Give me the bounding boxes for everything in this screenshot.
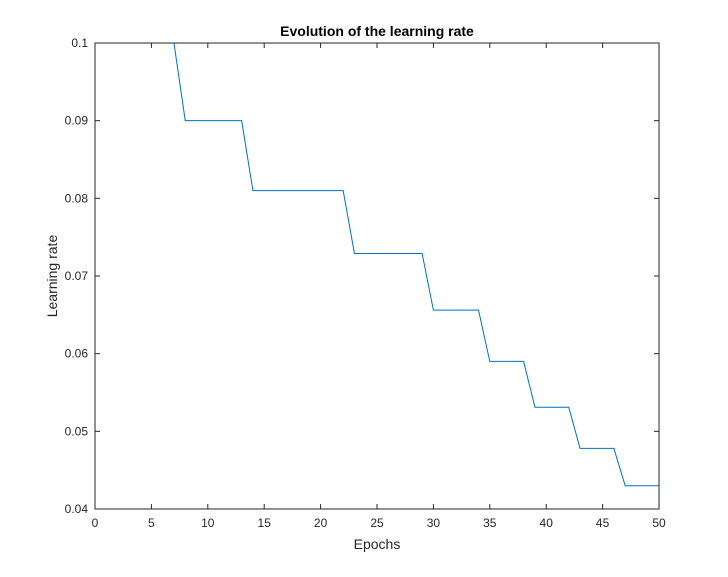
y-tick-label: 0.07 xyxy=(65,269,89,283)
series-line xyxy=(106,42,659,487)
y-tick-label: 0.04 xyxy=(65,502,89,516)
y-tick-label: 0.06 xyxy=(65,347,89,361)
y-tick-label: 0.08 xyxy=(65,191,89,205)
x-axis: 0 5 10 15 20 25 30 35 40 45 50 xyxy=(92,43,666,530)
x-tick-label: 50 xyxy=(652,516,666,530)
y-tick-label: 0.05 xyxy=(65,424,89,438)
y-tick-label: 0.09 xyxy=(65,114,89,128)
x-tick-label: 0 xyxy=(92,516,99,530)
x-axis-label: Epochs xyxy=(354,536,401,552)
x-tick-label: 35 xyxy=(483,516,497,530)
y-axis: 0.04 0.05 0.06 0.07 0.08 0.09 0.1 xyxy=(65,36,659,516)
x-tick-label: 20 xyxy=(314,516,328,530)
x-tick-label: 45 xyxy=(596,516,610,530)
x-tick-label: 30 xyxy=(427,516,441,530)
plot-area xyxy=(95,43,659,509)
x-tick-label: 25 xyxy=(370,516,384,530)
x-tick-label: 10 xyxy=(201,516,215,530)
x-tick-label: 5 xyxy=(148,516,155,530)
y-tick-label: 0.1 xyxy=(71,36,88,50)
x-tick-label: 15 xyxy=(258,516,272,530)
chart-title: Evolution of the learning rate xyxy=(280,23,474,39)
y-axis-label: Learning rate xyxy=(44,235,60,318)
series-layer xyxy=(106,42,659,487)
x-tick-label: 40 xyxy=(540,516,554,530)
